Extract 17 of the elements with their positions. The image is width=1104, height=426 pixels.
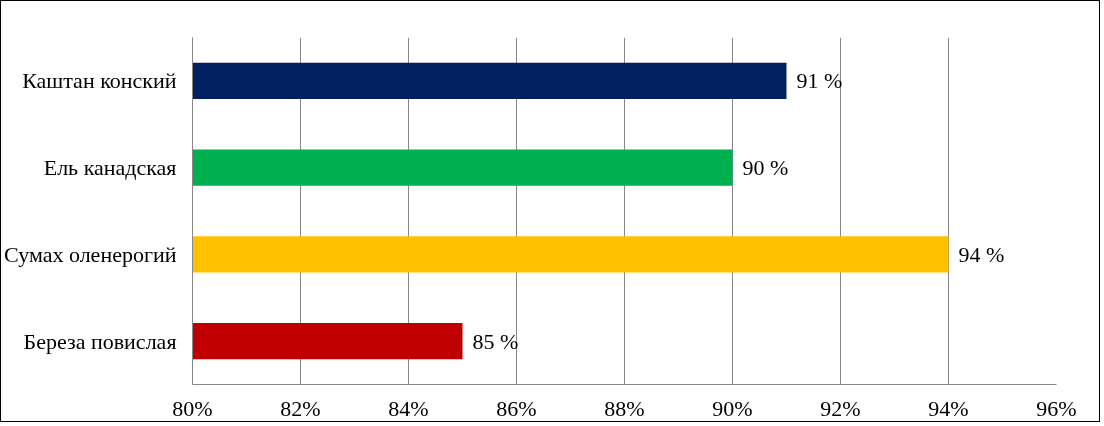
x-tick-label: 82% <box>280 395 321 421</box>
y-tick-label: Каштан конский <box>22 68 177 94</box>
x-tick-label: 92% <box>820 395 861 421</box>
x-tick-label: 90% <box>712 395 753 421</box>
y-tick-label: Береза повислая <box>23 328 177 354</box>
x-tick-label: 84% <box>388 395 429 421</box>
data-label: 94 % <box>958 241 1005 267</box>
x-tick-label: 94% <box>928 395 969 421</box>
x-tick-label: 88% <box>604 395 645 421</box>
x-tick-label: 86% <box>496 395 537 421</box>
data-label: 91 % <box>796 68 843 94</box>
data-label: 85 % <box>472 328 519 354</box>
x-tick-label: 80% <box>172 395 213 421</box>
data-label: 90 % <box>742 155 789 181</box>
y-tick-label: Ель канадская <box>43 155 177 181</box>
x-tick-label: 96% <box>1036 395 1077 421</box>
y-tick-label: Сумах оленерогий <box>4 241 177 267</box>
